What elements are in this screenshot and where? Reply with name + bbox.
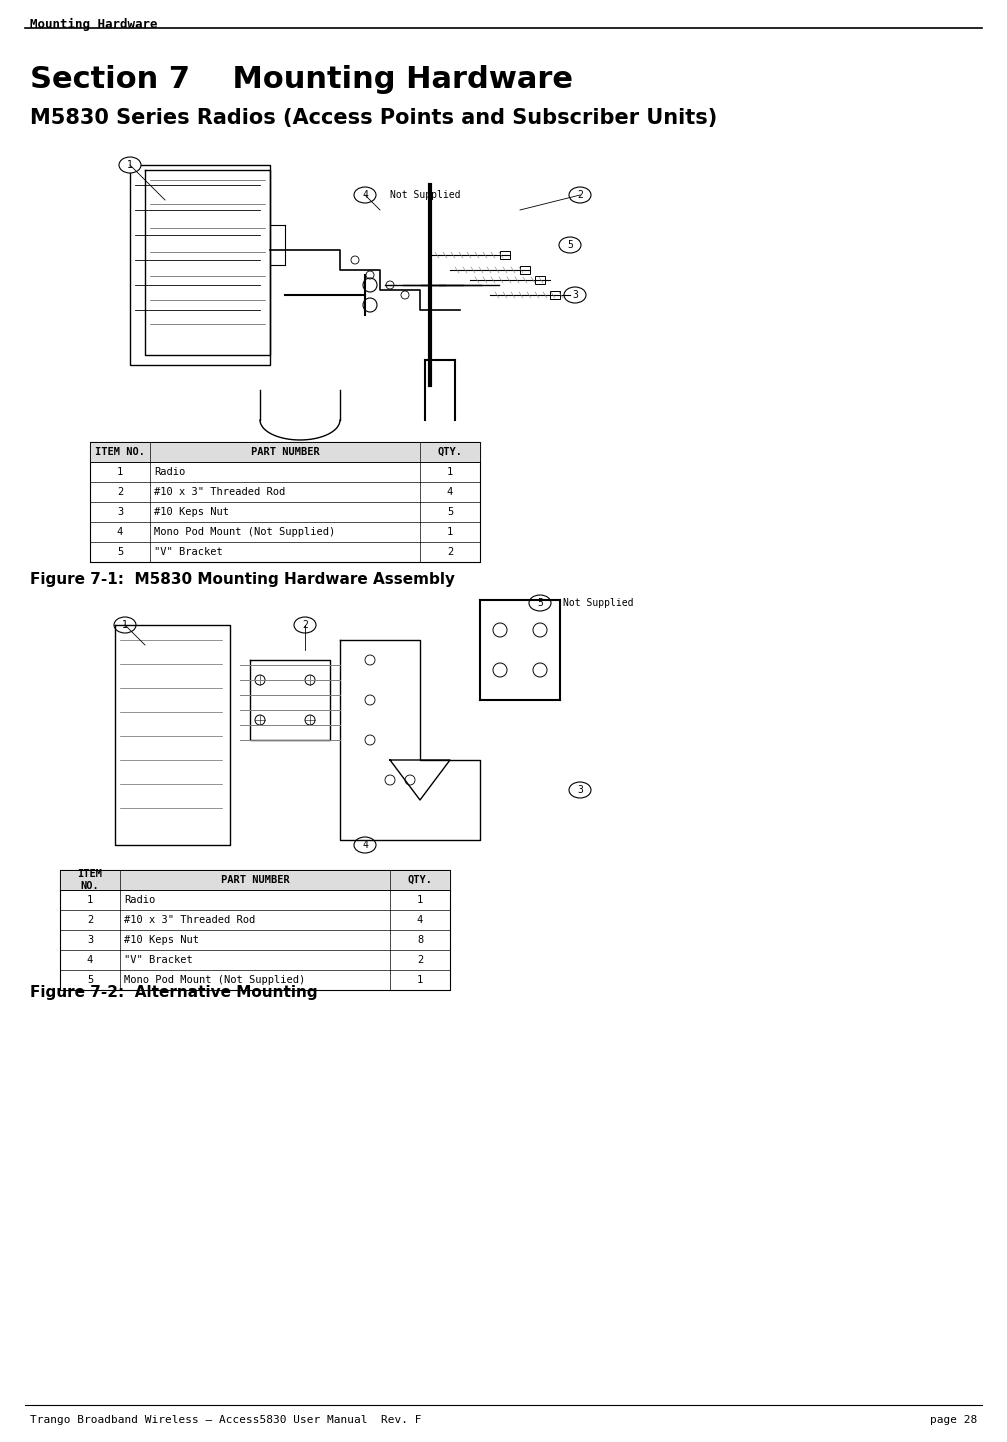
Text: Mounting Hardware: Mounting Hardware [30, 17, 157, 32]
Text: 1: 1 [87, 895, 93, 906]
Text: #10 x 3" Threaded Rod: #10 x 3" Threaded Rod [124, 916, 255, 924]
Text: 5: 5 [567, 239, 573, 249]
Text: 1: 1 [417, 895, 423, 906]
Text: PART NUMBER: PART NUMBER [221, 875, 289, 885]
Text: Trango Broadband Wireless — Access5830 User Manual  Rev. F: Trango Broadband Wireless — Access5830 U… [30, 1415, 422, 1425]
Text: 2: 2 [302, 620, 308, 630]
Text: 1: 1 [122, 620, 128, 630]
Text: #10 Keps Nut: #10 Keps Nut [154, 508, 229, 518]
Text: 4: 4 [87, 955, 93, 965]
Text: Radio: Radio [154, 467, 185, 477]
Text: 8: 8 [417, 934, 423, 945]
Text: 5: 5 [117, 547, 123, 557]
Text: 1: 1 [447, 526, 453, 536]
Text: ITEM NO.: ITEM NO. [95, 447, 145, 457]
Text: 2: 2 [117, 487, 123, 497]
Text: "V" Bracket: "V" Bracket [154, 547, 223, 557]
Text: 5: 5 [537, 598, 543, 609]
Text: Radio: Radio [124, 895, 155, 906]
Ellipse shape [354, 187, 376, 203]
Ellipse shape [529, 596, 551, 611]
Text: 2: 2 [417, 955, 423, 965]
Text: #10 x 3" Threaded Rod: #10 x 3" Threaded Rod [154, 487, 285, 497]
Text: Figure 7-2:  Alternative Mounting: Figure 7-2: Alternative Mounting [30, 985, 317, 999]
Text: 5: 5 [87, 975, 93, 985]
Text: 1: 1 [127, 160, 133, 170]
Text: 3: 3 [572, 290, 578, 300]
Text: 3: 3 [87, 934, 93, 945]
Text: 1: 1 [117, 467, 123, 477]
Text: Mono Pod Mount (Not Supplied): Mono Pod Mount (Not Supplied) [124, 975, 305, 985]
Text: 1: 1 [417, 975, 423, 985]
Text: "V" Bracket: "V" Bracket [124, 955, 192, 965]
Text: 4: 4 [447, 487, 453, 497]
Text: Not Supplied: Not Supplied [390, 190, 460, 200]
Text: #10 Keps Nut: #10 Keps Nut [124, 934, 199, 945]
Ellipse shape [294, 617, 316, 633]
Text: M5830 Series Radios (Access Points and Subscriber Units): M5830 Series Radios (Access Points and S… [30, 108, 717, 128]
Ellipse shape [559, 236, 581, 252]
Text: QTY.: QTY. [408, 875, 432, 885]
Ellipse shape [114, 617, 136, 633]
Text: QTY.: QTY. [437, 447, 462, 457]
Text: 4: 4 [117, 526, 123, 536]
Polygon shape [90, 443, 480, 461]
Text: 2: 2 [87, 916, 93, 924]
Text: Not Supplied: Not Supplied [563, 598, 633, 609]
Ellipse shape [119, 157, 141, 173]
Text: 5: 5 [447, 508, 453, 518]
Text: 4: 4 [417, 916, 423, 924]
Text: ITEM
NO.: ITEM NO. [78, 870, 103, 891]
Text: 4: 4 [363, 841, 368, 849]
Ellipse shape [564, 287, 586, 303]
Text: Figure 7-1:  M5830 Mounting Hardware Assembly: Figure 7-1: M5830 Mounting Hardware Asse… [30, 572, 455, 587]
Text: page 28: page 28 [929, 1415, 977, 1425]
Text: 3: 3 [117, 508, 123, 518]
Text: PART NUMBER: PART NUMBER [251, 447, 319, 457]
Text: 4: 4 [363, 190, 368, 200]
Text: Mono Pod Mount (Not Supplied): Mono Pod Mount (Not Supplied) [154, 526, 335, 536]
Text: Section 7    Mounting Hardware: Section 7 Mounting Hardware [30, 65, 573, 94]
Text: 2: 2 [577, 190, 583, 200]
Text: 1: 1 [447, 467, 453, 477]
Ellipse shape [354, 836, 376, 854]
Ellipse shape [569, 782, 591, 797]
Text: 3: 3 [577, 784, 583, 795]
Ellipse shape [569, 187, 591, 203]
Polygon shape [60, 870, 450, 890]
Text: 2: 2 [447, 547, 453, 557]
